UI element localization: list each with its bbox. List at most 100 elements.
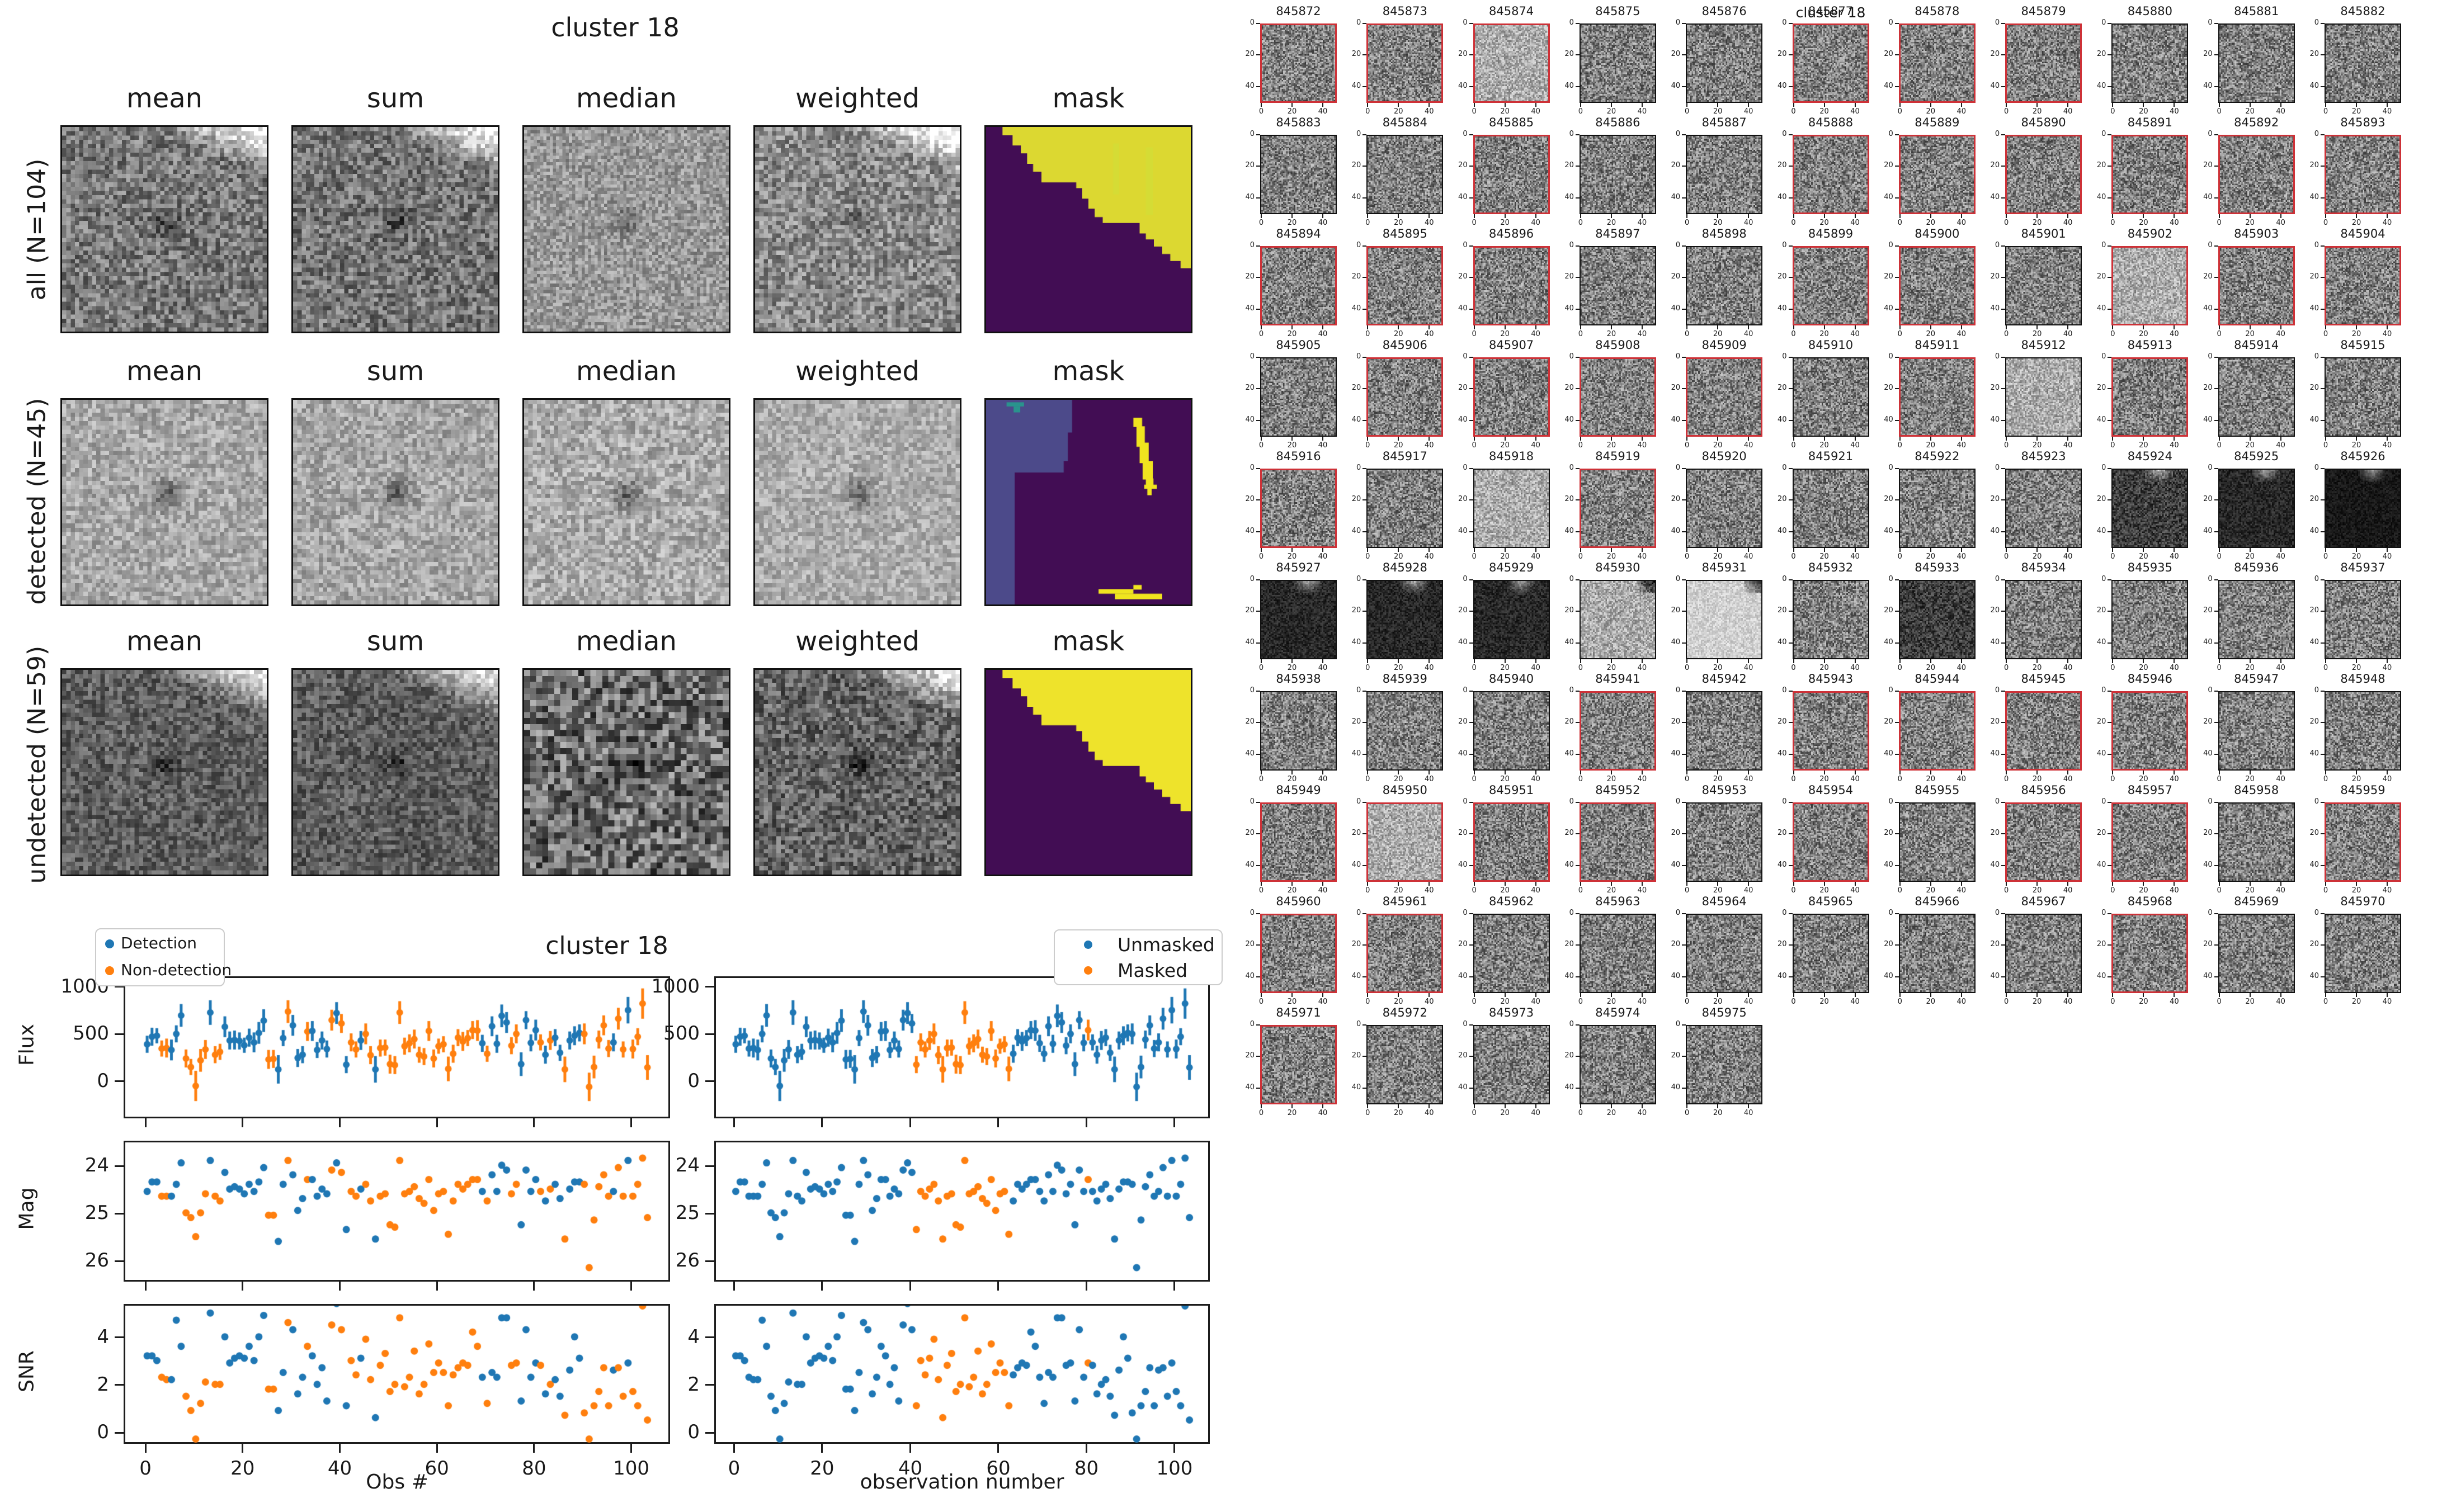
thumbnail-label: 845938 [1276, 672, 1321, 686]
thumbnail-ytick-label: 20 [1990, 161, 2000, 169]
thumbnail-xtick-label: 40 [1318, 107, 1328, 116]
thumbnail-xtick-label: 0 [1258, 441, 1264, 450]
masked-marker-icon [1084, 966, 1092, 975]
thumbnail-label: 845974 [1595, 1006, 1640, 1019]
thumbnail-ytick-label: 20 [1884, 829, 1893, 837]
thumbnail-label: 845886 [1595, 116, 1640, 129]
thumbnail-xtick-label: 40 [1531, 330, 1540, 338]
thumbnail-tick-mark [1580, 437, 1581, 441]
thumbnail-ytick-label: 20 [1671, 1051, 1681, 1060]
thumbnail-tick-mark [2214, 134, 2218, 135]
thumbnail-tick-mark [1894, 277, 1899, 278]
thumbnail-xtick-label: 0 [2110, 664, 2115, 672]
thumbnail-ytick-label: 20 [2309, 717, 2319, 726]
thumbnail-xtick-label: 0 [2217, 552, 2222, 561]
thumbnail-tick-mark [1788, 611, 1793, 612]
thumbnail-xtick-label: 20 [1713, 1109, 1723, 1117]
thumbnail-tick-mark [2067, 993, 2069, 997]
thumbnail-ytick-label: 40 [1458, 1083, 1468, 1092]
thumbnail-tick-mark [1641, 1104, 1643, 1108]
thumbnail-ytick-label: 0 [1250, 130, 1255, 138]
thumbnail-image-845899 [1792, 246, 1869, 325]
thumbnail-tick-mark [2280, 771, 2281, 774]
thumbnail-tick-mark [1256, 86, 1260, 87]
thumbnail-ytick-label: 20 [1245, 1051, 1255, 1060]
thumbnail-tick-mark [1854, 437, 1856, 441]
thumbnail-tick-mark [1894, 388, 1899, 389]
thumbnail-tick-mark [2001, 913, 2006, 914]
thumbnail-xtick-label: 40 [1318, 552, 1328, 561]
thumbnail-ytick-label: 40 [1564, 304, 1574, 313]
thumbnail-xtick-label: 20 [2245, 552, 2255, 561]
thumbnail-xtick-label: 20 [1606, 552, 1616, 561]
thumbnail-ytick-label: 0 [2208, 797, 2213, 806]
thumbnail-tick-mark [1610, 103, 1612, 107]
thumbnail-tick-mark [1362, 86, 1367, 87]
thumbnail-tick-mark [1398, 993, 1399, 997]
thumbnail-tick-mark [1256, 642, 1260, 644]
thumbnail-xtick-label: 20 [2245, 219, 2255, 227]
thumbnail-xtick-label: 0 [2003, 107, 2009, 116]
thumbnail-tick-mark [2356, 214, 2357, 218]
thumbnail-ytick-label: 0 [1675, 130, 1681, 138]
thumbnail-label: 845954 [1808, 783, 1854, 797]
thumbnail-xtick-label: 0 [2003, 552, 2009, 561]
thumbnail-xtick-label: 20 [1713, 441, 1723, 450]
thumbnail-tick-mark [1256, 865, 1260, 866]
thumbnail-tick-mark [1504, 214, 1506, 218]
thumbnail-image-845892 [2218, 135, 2295, 214]
thumbnail-tick-mark [1788, 754, 1793, 755]
thumbnail-ytick-label: 20 [1351, 717, 1361, 726]
thumbnail-tick-mark [2387, 103, 2388, 107]
thumbnail-image-845924 [2111, 469, 2189, 548]
thumbnail-ytick-label: 20 [2096, 161, 2106, 169]
thumbnail-xtick-label: 0 [1258, 775, 1264, 783]
thumbnail-xtick-label: 40 [2276, 107, 2285, 116]
thumbnail-label: 845887 [1701, 116, 1747, 129]
thumbnail-tick-mark [1686, 103, 1688, 107]
thumbnail-label: 845895 [1382, 227, 1427, 240]
thumbnail-tick-mark [1469, 357, 1473, 358]
thumbnail-tick-mark [1362, 420, 1367, 421]
thumbnail-xtick-label: 0 [1258, 886, 1264, 895]
thumbnail-ytick-label: 0 [1888, 686, 1893, 694]
thumbnail-tick-mark [1682, 86, 1686, 87]
thumbnail-ytick-label: 20 [1671, 50, 1681, 58]
thumbnail-tick-mark [1641, 437, 1643, 441]
thumbnail-label: 845920 [1701, 450, 1747, 463]
thumbnail-xtick-label: 0 [2110, 552, 2115, 561]
thumbnail-tick-mark [1894, 166, 1899, 167]
thumbnail-tick-mark [1575, 134, 1580, 135]
thumbnail-tick-mark [1362, 611, 1367, 612]
thumbnail-image-845900 [1898, 246, 1976, 325]
thumbnail-tick-mark [1793, 771, 1794, 774]
thumbnail-tick-mark [2214, 277, 2218, 278]
thumbnail-xtick-label: 40 [1425, 552, 1434, 561]
thumbnail-xtick-label: 20 [1926, 664, 1936, 672]
snr-plot-left-tick-mark [533, 1444, 535, 1453]
thumbnail-tick-mark [1469, 388, 1473, 389]
flux-plot-left-tick-mark [436, 1118, 438, 1127]
thumbnail-xtick-label: 0 [1365, 107, 1370, 116]
thumbnail-tick-mark [2108, 944, 2112, 946]
thumbnail-xtick-label: 0 [1685, 441, 1690, 450]
thumbnail-image-845922 [1898, 469, 1976, 548]
thumbnail-ytick-label: 40 [2096, 193, 2106, 201]
thumbnail-tick-mark [2214, 802, 2218, 803]
thumbnail-tick-mark [2214, 611, 2218, 612]
thumbnail-xtick-label: 0 [1258, 1109, 1264, 1117]
thumbnail-label: 845966 [1915, 895, 1960, 908]
thumbnail-tick-mark [1610, 437, 1612, 441]
thumbnail-label: 845973 [1489, 1006, 1534, 1019]
thumbnail-xtick-label: 0 [1897, 441, 1902, 450]
thumbnail-image-845934 [2005, 580, 2082, 659]
thumbnail-ytick-label: 20 [1245, 829, 1255, 837]
thumbnail-tick-mark [2108, 691, 2112, 692]
column-header-mean: mean [126, 356, 203, 387]
thumbnail-ytick-label: 0 [1995, 352, 2000, 361]
thumbnail-tick-mark [2321, 754, 2325, 755]
thumbnail-tick-mark [1322, 325, 1323, 329]
thumbnail-tick-mark [1398, 548, 1399, 552]
thumbnail-xtick-label: 0 [2217, 775, 2222, 783]
thumbnail-ytick-label: 40 [1777, 193, 1787, 201]
